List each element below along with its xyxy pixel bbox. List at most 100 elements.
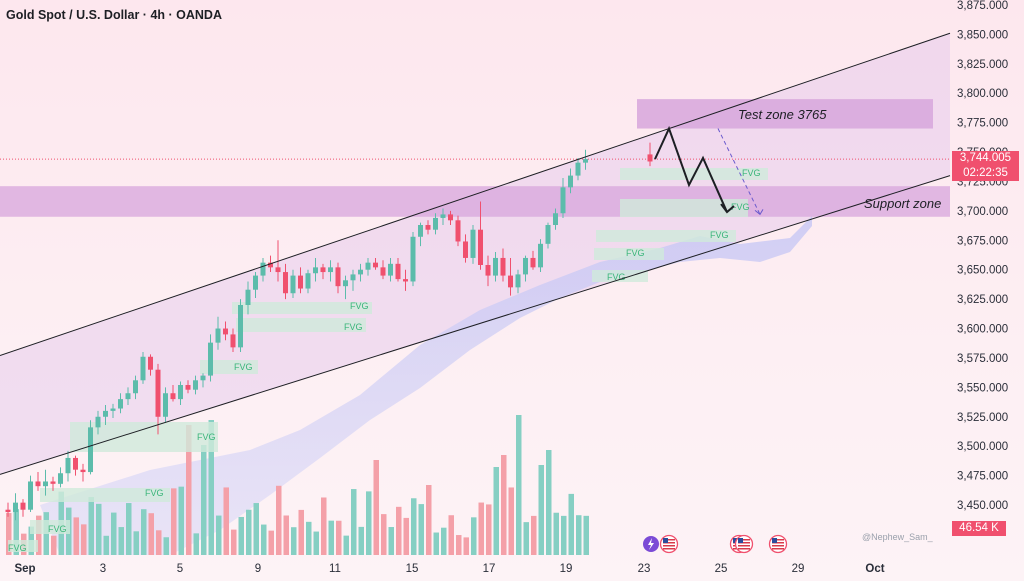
volume-bar — [478, 502, 484, 555]
volume-bar — [156, 530, 162, 555]
candle-body — [395, 263, 401, 280]
volume-tag: 46.54 K — [952, 521, 1006, 536]
volume-bar — [88, 497, 94, 555]
fvg-box — [236, 318, 366, 332]
candle-body — [455, 220, 461, 242]
candle-body — [200, 375, 206, 381]
y-tick-label: 3,500.000 — [957, 441, 1008, 453]
chart-title: Gold Spot / U.S. Dollar · 4h · OANDA — [6, 8, 222, 22]
volume-bar — [523, 522, 529, 555]
us-flag-icon[interactable] — [659, 534, 679, 554]
us-flag-icon-stripe — [663, 539, 675, 541]
candle-body — [523, 257, 528, 275]
candle-body — [440, 214, 446, 218]
us-flag-icon[interactable] — [768, 534, 788, 554]
candle-body — [208, 342, 213, 376]
candle-body — [328, 267, 333, 273]
fvg-label: FVG — [48, 524, 67, 534]
candle-body — [283, 272, 288, 294]
test-zone-box — [637, 99, 933, 129]
candle-body — [148, 356, 153, 370]
volume-bar — [193, 533, 199, 555]
volume-bar — [298, 509, 304, 555]
volume-bar — [51, 535, 57, 555]
candle-body — [403, 279, 408, 282]
candle-body — [358, 269, 363, 275]
author-watermark: @Nephew_Sam_ — [862, 532, 933, 542]
volume-bar — [246, 509, 252, 555]
candle-body — [20, 502, 26, 510]
candle-body — [215, 328, 221, 343]
candle-body — [35, 481, 41, 487]
candle-body — [230, 334, 236, 348]
test-zone-label: Test zone 3765 — [738, 107, 827, 122]
y-tick-label: 3,800.000 — [957, 88, 1008, 100]
volume-bar — [163, 537, 169, 555]
projection-path — [654, 125, 728, 213]
candle-body — [140, 356, 146, 381]
volume-bar — [96, 503, 102, 555]
channel-lower-line — [0, 175, 951, 475]
candle-body — [13, 502, 18, 513]
candle-body — [88, 427, 93, 473]
volume-bar — [313, 531, 319, 555]
volume-bar — [583, 515, 589, 555]
volume-bar — [516, 415, 522, 555]
last-price-tag: 3,744.005 — [952, 151, 1019, 166]
volume-bar — [388, 527, 394, 555]
volume-bar — [201, 445, 207, 555]
volume-bar — [336, 520, 342, 555]
candle-body — [260, 262, 266, 276]
volume-bar — [81, 524, 87, 555]
candle-body — [290, 275, 296, 294]
volume-bar — [276, 485, 282, 555]
us-flag-icon-stripe — [663, 548, 675, 550]
candle-body — [133, 380, 138, 394]
y-tick-label: 3,450.000 — [957, 500, 1008, 512]
volume-bar — [6, 513, 12, 555]
fvg-box — [30, 520, 70, 534]
volume-bar — [321, 497, 327, 555]
candle-body — [80, 469, 86, 473]
us-flag-icon-canton — [772, 538, 777, 543]
volume-bar — [306, 521, 312, 555]
support-zone-box — [0, 186, 950, 217]
us-flag-icon[interactable] — [734, 534, 754, 554]
volume-bar — [493, 467, 499, 555]
candle-body — [410, 236, 416, 282]
us-flag-icon-stripe — [772, 548, 784, 550]
candle-body — [118, 399, 123, 409]
x-tick-label: 25 — [715, 563, 728, 575]
fvg-box — [596, 230, 736, 242]
us-flag-icon-stripe — [738, 548, 750, 550]
x-tick-label: 3 — [100, 563, 106, 575]
x-tick-label: 15 — [406, 563, 419, 575]
volume-bar — [231, 529, 237, 555]
candle-body — [448, 214, 453, 221]
x-tick-label: 5 — [177, 563, 183, 575]
us-flag-icon-canton — [663, 538, 668, 543]
candle-body — [470, 229, 476, 258]
candle-body — [463, 241, 468, 258]
y-tick-label: 3,875.000 — [957, 0, 1008, 12]
x-tick-label: 29 — [792, 563, 805, 575]
volume-bar — [501, 455, 507, 555]
candle-body — [493, 257, 498, 276]
volume-bar — [126, 503, 132, 555]
candle-body — [380, 267, 386, 276]
y-tick-label: 3,700.000 — [957, 206, 1008, 218]
candle-body — [95, 416, 101, 428]
volume-bar — [13, 509, 19, 555]
volume-bar — [366, 491, 372, 555]
volume-bar — [561, 515, 567, 555]
volume-bar — [291, 527, 297, 555]
candle-body — [125, 393, 131, 400]
volume-bar — [463, 537, 469, 555]
lightning-icon[interactable] — [643, 536, 659, 552]
fvg-box — [40, 488, 170, 502]
volume-bar — [103, 535, 109, 555]
candle-body — [583, 159, 588, 163]
candle-body — [538, 243, 543, 268]
volume-bar — [531, 515, 537, 555]
